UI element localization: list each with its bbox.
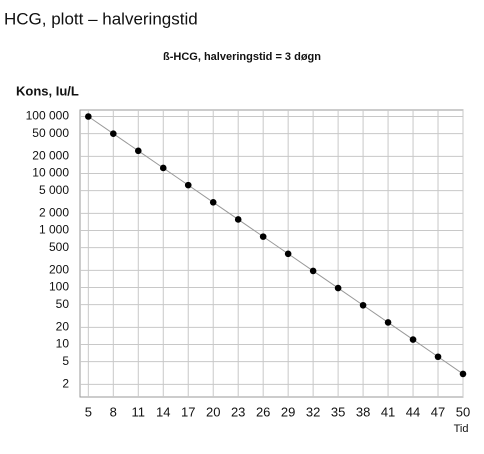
y-tick-label: 10 000 <box>32 166 69 180</box>
x-tick-label: 23 <box>231 404 245 419</box>
data-point <box>384 319 392 326</box>
x-tick-label: 44 <box>406 404 420 419</box>
y-tick-label: 2 000 <box>39 206 69 220</box>
y-tick-label: 50 <box>56 297 70 311</box>
y-tick-label: 1 000 <box>39 223 69 237</box>
y-tick-label: 100 000 <box>26 109 70 123</box>
data-point <box>334 284 342 292</box>
x-tick-label: 5 <box>85 404 92 419</box>
y-tick-label: 50 000 <box>32 126 69 140</box>
data-point <box>459 370 467 378</box>
x-tick-label: 38 <box>356 404 370 419</box>
plot-area <box>79 109 464 398</box>
chart-title: ß-HCG, halveringstid = 3 døgn <box>163 51 321 63</box>
x-tick-label: 47 <box>431 404 445 419</box>
y-tick-label: 100 <box>49 280 69 294</box>
y-axis-label: Kons, Iu/L <box>16 83 79 98</box>
y-tick-label: 200 <box>49 263 69 277</box>
x-tick-label: 35 <box>331 404 345 419</box>
data-point <box>209 198 217 206</box>
y-tick-label: 10 <box>56 337 70 351</box>
y-tick-label: 500 <box>49 240 69 254</box>
data-point <box>234 216 242 223</box>
y-tick-label: 5 000 <box>39 183 69 197</box>
x-tick-label: 14 <box>156 404 170 419</box>
x-tick-label: 50 <box>456 404 470 419</box>
x-tick-label: 26 <box>256 404 270 419</box>
data-point <box>85 113 92 120</box>
data-point <box>434 353 442 361</box>
x-tick-label: 8 <box>110 404 117 419</box>
y-tick-label: 20 000 <box>32 149 69 163</box>
y-tick-label: 2 <box>62 377 69 391</box>
x-tick-label: 17 <box>181 404 195 419</box>
x-tick-label: 41 <box>381 404 395 419</box>
series-line <box>88 116 464 375</box>
data-point <box>309 267 317 275</box>
data-point <box>259 233 267 240</box>
x-tick-label: 11 <box>132 404 146 419</box>
data-point <box>184 181 192 189</box>
data-point <box>409 336 417 343</box>
x-tick-label: 20 <box>206 404 220 419</box>
x-axis-label: Tid <box>454 423 469 435</box>
x-tick-label: 29 <box>281 404 295 419</box>
y-tick-label: 20 <box>56 320 70 334</box>
data-point <box>134 147 142 155</box>
x-tick-label: 32 <box>306 404 320 419</box>
data-point <box>110 130 117 137</box>
data-point <box>284 250 292 258</box>
page-heading: HCG, plott – halveringstid <box>4 9 198 28</box>
y-tick-label: 5 <box>62 354 69 368</box>
data-point <box>159 164 167 172</box>
data-point <box>359 301 367 309</box>
